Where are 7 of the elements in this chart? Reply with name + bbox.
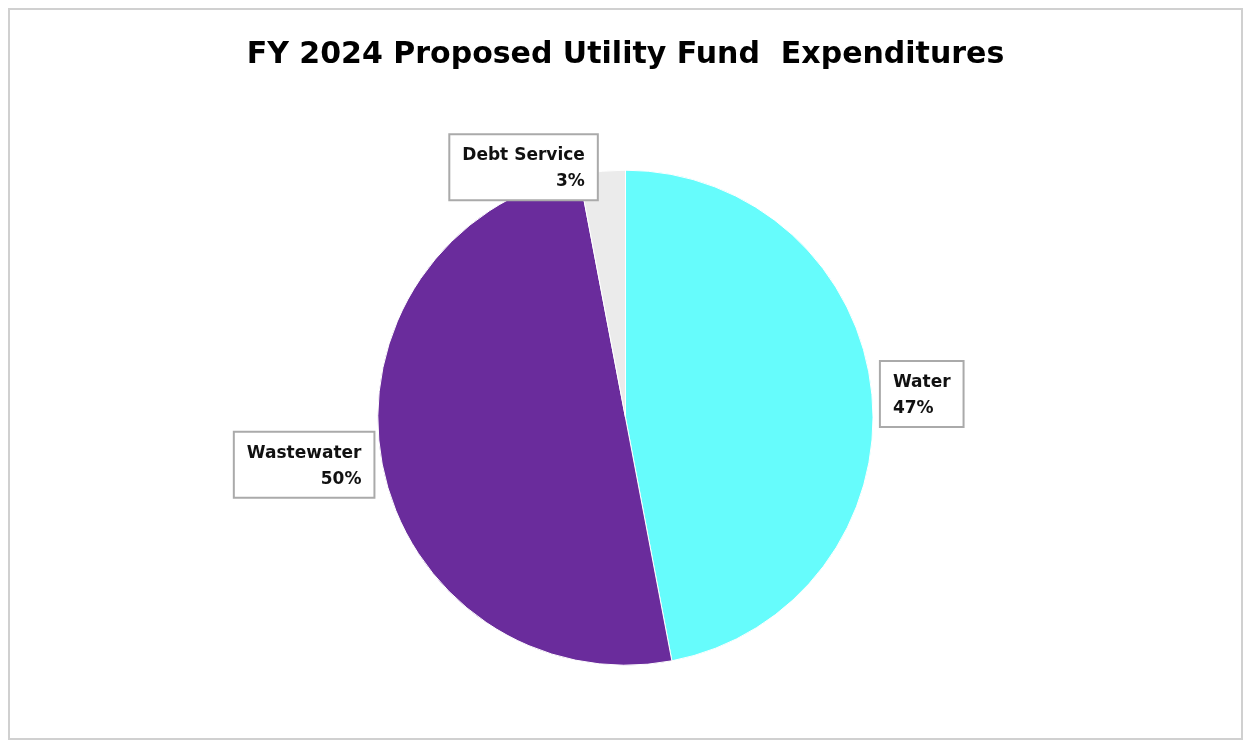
chart-title: FY 2024 Proposed Utility Fund Expenditures (246, 34, 1005, 70)
data-label: 47% (892, 397, 934, 418)
data-label: 3% (555, 170, 585, 191)
slice-label: Debt Service (462, 144, 585, 165)
slice-label: Water (892, 371, 952, 392)
slice-label: Wastewater (246, 441, 363, 462)
data-label: 50% (320, 467, 362, 488)
